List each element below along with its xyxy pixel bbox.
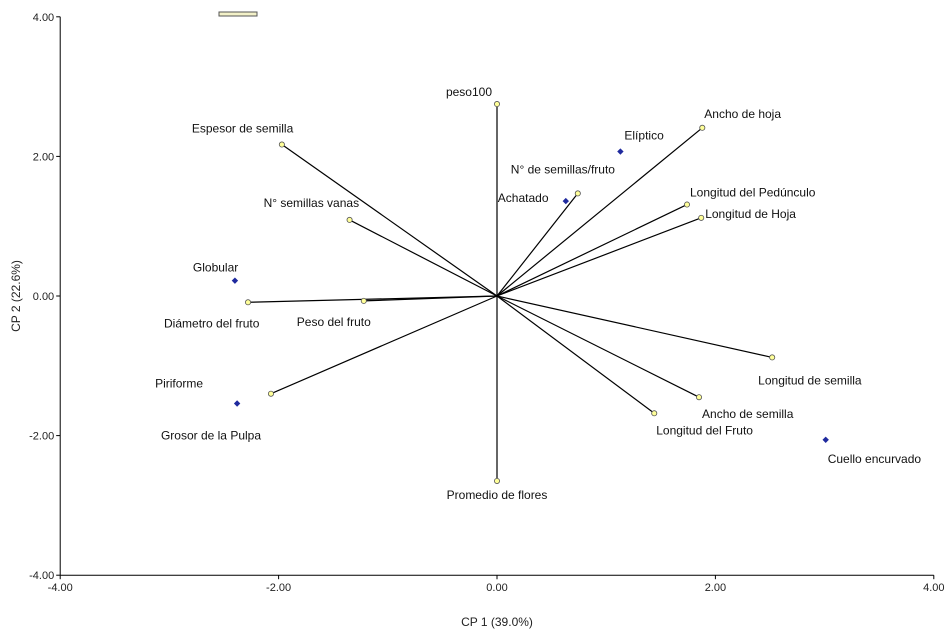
point-labels: peso100 Espesor de semilla N° semillas van… — [155, 85, 921, 502]
y-tick-label: -2.00 — [29, 431, 54, 443]
label-ancho-de-semilla: Ancho de semilla — [702, 407, 794, 421]
x-axis-title: CP 1 (39.0%) — [461, 615, 533, 629]
vector-end-ancho-de-hoja — [699, 124, 706, 131]
label-cuello-encurvado: Cuello encurvado — [828, 452, 922, 466]
vector-peso-del-fruto — [363, 295, 498, 302]
y-tick-label: -4.00 — [29, 570, 54, 582]
label-longitud-de-semilla: Longitud de semilla — [758, 373, 862, 387]
group-points — [231, 148, 829, 443]
label-n-semillas-vanas: N° semillas vanas — [264, 196, 360, 210]
vector-n-semillas-vanas — [349, 219, 498, 297]
vector-end-longitud-de-hoja — [698, 214, 705, 221]
x-tick-label: -2.00 — [266, 582, 291, 594]
vector-longitud-del-pedunculo — [496, 204, 688, 297]
x-tick-label: 0.00 — [486, 582, 507, 594]
y-tick-label: 2.00 — [33, 151, 54, 163]
vector-longitud-del-fruto — [496, 295, 655, 414]
vector-grosor-de-la-pulpa — [270, 295, 498, 395]
vector-end-n-semillas-vanas — [346, 216, 353, 223]
point-achatado — [562, 197, 569, 205]
vector-n-de-semillas-fruto — [496, 193, 579, 297]
label-longitud-del-pedunculo: Longitud del Pedúnculo — [690, 186, 816, 200]
label-peso100: peso100 — [446, 85, 492, 99]
label-promedio-de-flores: Promedio de flores — [447, 488, 548, 502]
label-achatado: Achatado — [498, 191, 549, 205]
vector-espesor-de-semilla — [281, 144, 498, 297]
vector-end-peso-del-fruto — [360, 297, 367, 304]
point-cuello-encurvado — [822, 436, 829, 443]
label-longitud-del-fruto: Longitud del Fruto — [656, 423, 753, 437]
vector-end-peso100 — [493, 101, 500, 108]
x-tick-label: 2.00 — [705, 582, 726, 594]
vector-end-ancho-de-semilla — [696, 394, 703, 401]
legend-swatch — [218, 11, 258, 17]
vector-end-n-de-semillas-fruto — [574, 190, 581, 197]
point-eliptico — [617, 148, 624, 155]
vector-ancho-de-hoja — [496, 127, 703, 297]
label-piriforme: Piriforme — [155, 376, 203, 390]
label-globular: Globular — [193, 261, 238, 275]
vector-end-promedio-de-flores — [493, 477, 500, 484]
vector-ancho-de-semilla — [496, 295, 700, 398]
label-peso-del-fruto: Peso del fruto — [297, 315, 371, 329]
label-n-de-semillas-fruto: N° de semillas/fruto — [511, 162, 615, 176]
vector-end-longitud-del-pedunculo — [684, 201, 691, 208]
x-tick-label: 4.00 — [923, 582, 944, 594]
label-grosor-de-la-pulpa: Grosor de la Pulpa — [161, 429, 261, 443]
vector-end-diametro-del-fruto — [245, 299, 252, 306]
x-tick-label: -4.00 — [48, 582, 73, 594]
point-piriforme — [233, 400, 241, 407]
y-axis-title: CP 2 (22.6%) — [9, 260, 23, 332]
label-diametro-del-fruto: Diámetro del fruto — [164, 316, 260, 330]
vector-end-longitud-del-fruto — [651, 410, 658, 417]
vector-longitud-de-hoja — [496, 217, 702, 297]
variable-vectors — [245, 101, 776, 484]
label-longitud-de-hoja: Longitud de Hoja — [705, 207, 796, 221]
vector-end-grosor-de-la-pulpa — [267, 390, 274, 397]
y-tick-label: 4.00 — [33, 12, 54, 24]
y-tick-label: 0.00 — [33, 291, 54, 303]
vector-longitud-de-semilla — [496, 295, 773, 359]
label-espesor-de-semilla: Espesor de semilla — [192, 122, 294, 136]
vector-end-longitud-de-semilla — [769, 354, 776, 361]
vector-end-espesor-de-semilla — [278, 141, 285, 148]
axes: -4.00 -2.00 0.00 2.00 4.00 4.00 2.00 0.00 -2.00 -… — [29, 12, 944, 594]
label-eliptico: Elíptico — [624, 129, 664, 143]
point-globular — [231, 277, 239, 284]
label-ancho-de-hoja: Ancho de hoja — [704, 107, 781, 121]
